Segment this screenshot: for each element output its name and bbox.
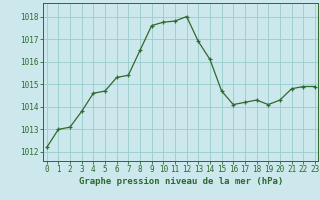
X-axis label: Graphe pression niveau de la mer (hPa): Graphe pression niveau de la mer (hPa) [79,177,283,186]
